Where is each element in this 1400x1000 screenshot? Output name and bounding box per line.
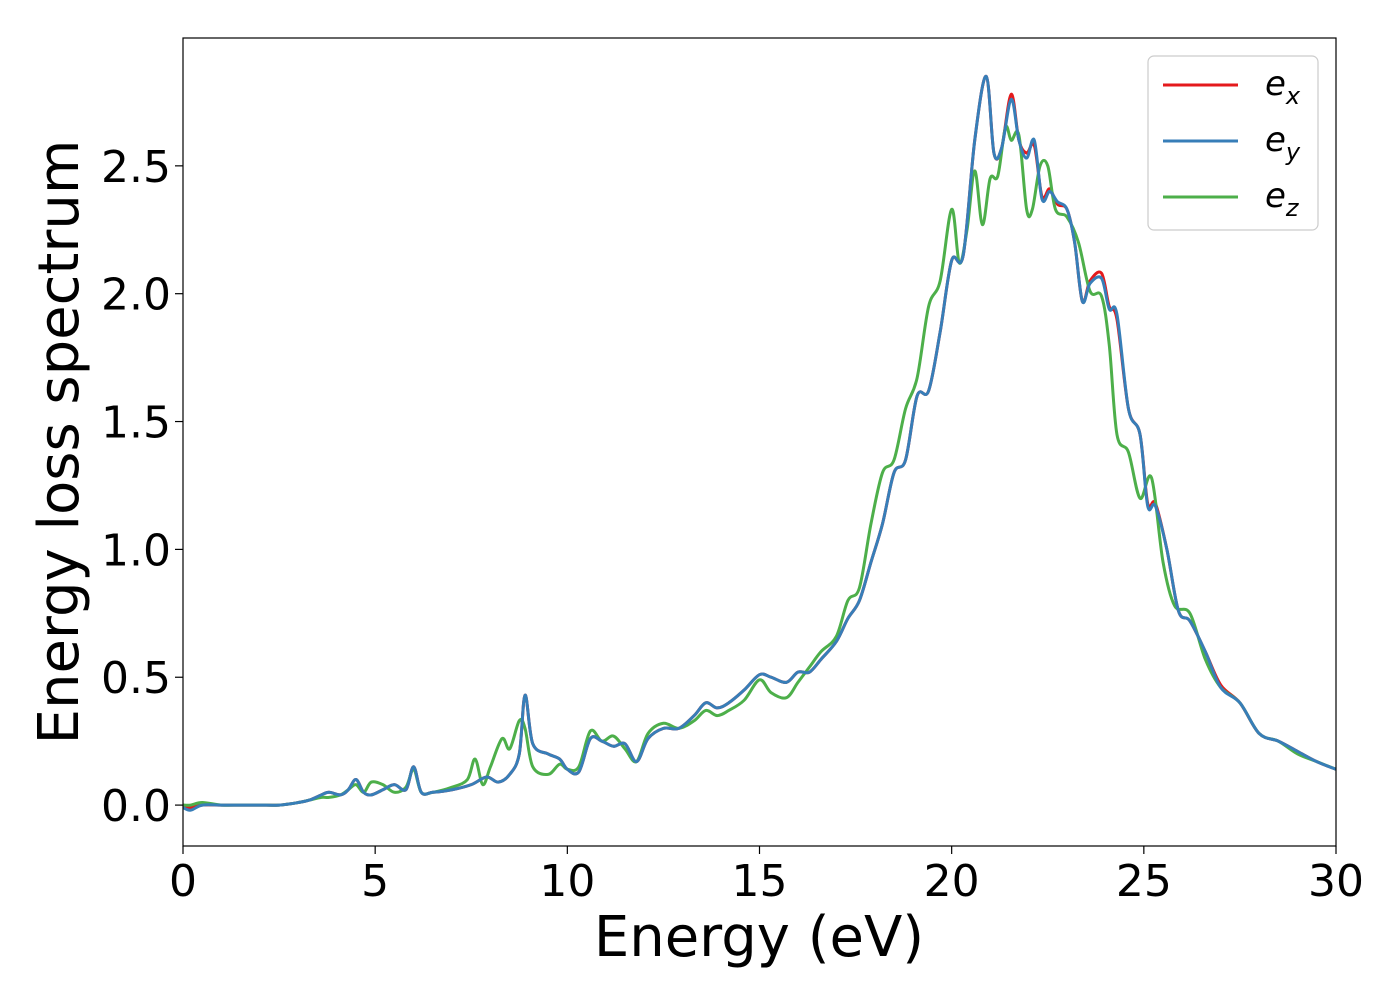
legend-label-subscript: x [1285, 82, 1301, 110]
x-axis-title: Energy (eV) [594, 905, 924, 970]
x-tick-label: 25 [1116, 856, 1172, 907]
x-tick-label: 0 [169, 856, 197, 907]
x-axis: 0 5 10 15 20 25 30 [169, 846, 1364, 907]
series-line-ey [183, 74, 1336, 812]
y-tick-label: 0.0 [101, 781, 171, 832]
legend-label-subscript: y [1285, 138, 1301, 166]
y-tick-label: 1.5 [101, 398, 171, 449]
y-tick-label: 0.5 [101, 653, 171, 704]
x-tick-label: 30 [1308, 856, 1364, 907]
y-axis: 0.0 0.5 1.0 1.5 2.0 2.5 [101, 142, 183, 832]
x-tick-label: 20 [924, 856, 980, 907]
legend-label-subscript: z [1285, 194, 1300, 222]
x-tick-label: 15 [732, 856, 788, 907]
legend-label: ez [1265, 176, 1300, 222]
x-tick-label: 5 [361, 856, 389, 907]
legend-label-name: e [1265, 64, 1286, 104]
legend-label-name: e [1265, 176, 1286, 216]
series-line-ez [183, 124, 1336, 807]
y-tick-label: 2.0 [101, 270, 171, 321]
y-tick-label: 2.5 [101, 142, 171, 193]
series-group [183, 74, 1336, 812]
legend-label: ex [1265, 64, 1301, 110]
x-tick-label: 10 [539, 856, 595, 907]
legend-label-name: e [1265, 120, 1286, 160]
legend-box [1147, 55, 1319, 231]
y-axis-title: Energy loss spectrum [27, 140, 92, 745]
y-tick-label: 1.0 [101, 525, 171, 576]
legend-label: ey [1265, 120, 1301, 166]
